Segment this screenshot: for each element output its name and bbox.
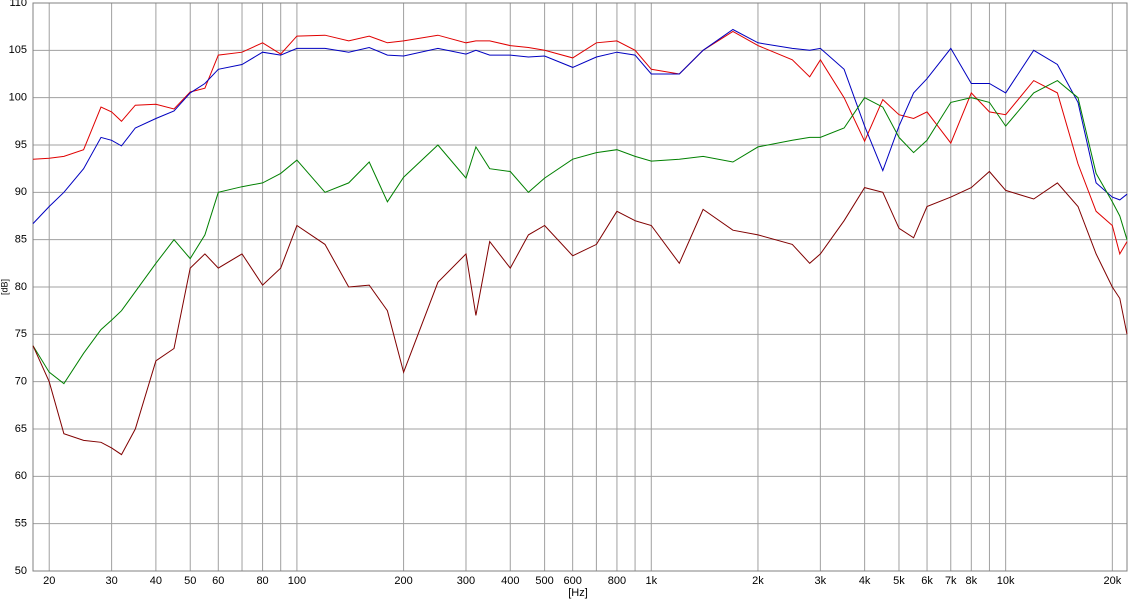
y-tick-label: 90 — [15, 186, 27, 198]
x-tick-label: 800 — [608, 575, 626, 587]
y-tick-label: 70 — [15, 376, 27, 388]
x-tick-label: 100 — [288, 575, 306, 587]
x-tick-label: 3k — [815, 575, 827, 587]
x-tick-label: 50 — [184, 575, 196, 587]
x-tick-label: 10k — [997, 575, 1015, 587]
x-axis-label: [Hz] — [568, 587, 588, 599]
y-axis-label: [dB] — [0, 279, 9, 295]
x-tick-label: 30 — [105, 575, 117, 587]
y-tick-label: 110 — [9, 0, 27, 9]
x-tick-label: 4k — [859, 575, 871, 587]
x-tick-label: 80 — [256, 575, 268, 587]
x-tick-label: 5k — [893, 575, 905, 587]
series-line — [32, 28, 1128, 224]
y-tick-label: 50 — [15, 565, 27, 577]
plot-border — [32, 2, 1128, 572]
y-tick-label: 100 — [9, 92, 27, 104]
x-tick-label: 300 — [457, 575, 475, 587]
x-tick-label: 1k — [645, 575, 657, 587]
x-tick-label: 2k — [752, 575, 764, 587]
x-tick-label: 500 — [535, 575, 553, 587]
x-tick-label: 6k — [921, 575, 933, 587]
series-line — [32, 80, 1128, 385]
y-tick-label: 65 — [15, 423, 27, 435]
y-tick-label: 75 — [15, 328, 27, 340]
y-tick-label: 85 — [15, 234, 27, 246]
x-tick-label: 60 — [212, 575, 224, 587]
x-tick-label: 400 — [501, 575, 519, 587]
x-tick-label: 8k — [966, 575, 978, 587]
y-tick-label: 95 — [15, 139, 27, 151]
y-tick-label: 55 — [15, 518, 27, 530]
y-tick-label: 60 — [15, 470, 27, 482]
x-tick-label: 200 — [394, 575, 412, 587]
y-tick-label: 80 — [15, 281, 27, 293]
series-line — [32, 170, 1128, 456]
y-tick-label: 105 — [9, 44, 27, 56]
x-tick-label: 20 — [43, 575, 55, 587]
x-tick-label: 20k — [1103, 575, 1121, 587]
x-tick-label: 600 — [563, 575, 581, 587]
x-tick-label: 7k — [945, 575, 957, 587]
x-tick-label: 40 — [150, 575, 162, 587]
series-line — [32, 30, 1128, 256]
